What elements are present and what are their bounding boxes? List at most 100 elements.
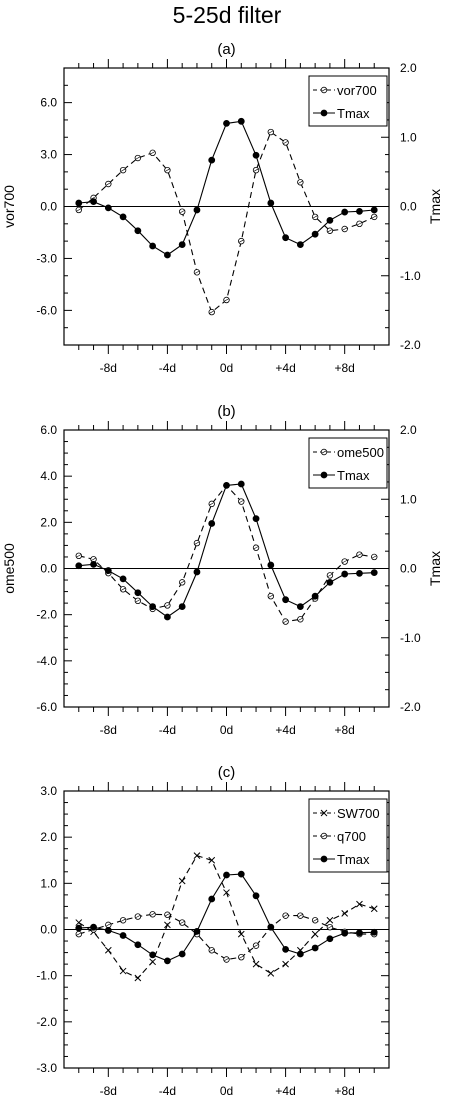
- data-point: [371, 213, 378, 221]
- legend-marker: [320, 471, 328, 479]
- y-tick-label-right: -1.0: [400, 269, 421, 283]
- legend-label: vor700: [337, 83, 377, 98]
- marker-cross-b: [326, 916, 334, 924]
- data-point: [178, 877, 186, 885]
- marker-cross-b: [75, 919, 83, 926]
- marker-slash: [165, 603, 170, 607]
- marker-slash: [283, 140, 288, 144]
- data-point: [238, 498, 245, 505]
- data-point: [193, 269, 201, 276]
- data-point: [134, 154, 142, 162]
- data-point: [75, 919, 83, 926]
- marker-slash: [321, 450, 327, 454]
- data-point: [252, 960, 260, 968]
- marker-slash: [298, 914, 303, 918]
- y-tick-label-left: 3.0: [40, 784, 57, 798]
- data-point: [223, 889, 230, 896]
- legend-label: SW700: [337, 806, 380, 821]
- y-tick-label-left: 0.0: [40, 923, 57, 937]
- y-tick-label-left: 6.0: [40, 96, 57, 110]
- figure-title: 5-25d filter: [172, 2, 282, 28]
- data-point: [178, 950, 186, 958]
- y-tick-label-left: 1.0: [40, 876, 57, 890]
- y-tick-label-left: -3.0: [36, 1061, 57, 1075]
- data-point: [282, 234, 289, 242]
- marker-slash: [76, 554, 82, 558]
- x-tick-label: -8d: [100, 1084, 117, 1098]
- marker-slash: [321, 834, 327, 838]
- series-tmax: [75, 870, 378, 965]
- marker-slash: [238, 500, 244, 504]
- marker-slash: [105, 923, 111, 927]
- data-point: [326, 572, 334, 579]
- data-point: [223, 956, 230, 963]
- data-point: [370, 206, 378, 214]
- legend-entry: q700: [313, 829, 366, 844]
- y-tick-label-right: 1.0: [400, 492, 417, 506]
- marker-cross-b: [267, 970, 275, 977]
- data-point: [311, 930, 319, 938]
- data-point: [75, 930, 82, 938]
- marker-slash: [321, 88, 327, 92]
- data-point: [208, 520, 216, 527]
- data-point: [134, 589, 142, 597]
- data-point: [238, 237, 245, 245]
- y-tick-label-left: 0.0: [40, 200, 57, 214]
- data-point: [193, 852, 201, 859]
- marker-cross-b: [252, 960, 260, 968]
- data-point: [149, 951, 157, 959]
- data-point: [296, 241, 304, 248]
- x-tick-label: +4d: [275, 723, 295, 737]
- panel-label: (a): [217, 41, 235, 58]
- data-point: [119, 586, 127, 593]
- data-point: [252, 166, 260, 174]
- series-sw700: [75, 852, 378, 982]
- marker-slash: [283, 620, 288, 624]
- data-point: [193, 206, 201, 214]
- data-point: [326, 916, 334, 924]
- data-point: [296, 603, 304, 610]
- data-point: [208, 856, 216, 864]
- data-point: [208, 895, 216, 903]
- marker-slash: [179, 580, 185, 584]
- marker-slash: [342, 560, 348, 564]
- data-point: [282, 596, 289, 604]
- data-point: [267, 199, 275, 207]
- marker-slash: [150, 912, 155, 916]
- y-tick-label-left: 4.0: [40, 469, 57, 483]
- y-tick-label-right: 1.0: [400, 130, 417, 144]
- marker-slash: [194, 270, 200, 274]
- data-point: [134, 597, 142, 605]
- data-point: [356, 569, 363, 577]
- marker-slash: [105, 182, 111, 186]
- data-point: [223, 481, 230, 489]
- data-point: [149, 958, 156, 966]
- data-point: [134, 941, 142, 949]
- data-point: [371, 553, 378, 561]
- data-point: [149, 242, 157, 250]
- marker-slash: [224, 298, 229, 302]
- data-point: [267, 593, 275, 600]
- marker-slash: [327, 925, 333, 929]
- marker-slash: [179, 921, 185, 925]
- data-point: [119, 917, 127, 924]
- marker-slash: [209, 502, 215, 506]
- legend-entry: vor700: [313, 83, 377, 98]
- data-point: [282, 960, 289, 968]
- data-point: [238, 954, 245, 961]
- data-point: [208, 308, 215, 316]
- marker-slash: [165, 913, 170, 917]
- data-point: [149, 149, 156, 157]
- series-tmax: [75, 117, 378, 259]
- y-axis-label-left: ome500: [1, 543, 17, 594]
- data-point: [356, 220, 363, 228]
- y-tick-label-left: -1.0: [36, 969, 57, 983]
- data-point: [134, 227, 142, 235]
- data-point: [267, 561, 275, 569]
- y-tick-label-left: -6.0: [36, 303, 57, 317]
- data-point: [208, 947, 215, 954]
- data-point: [105, 921, 112, 929]
- y-tick-label-right: 2.0: [400, 423, 417, 437]
- data-point: [252, 544, 260, 551]
